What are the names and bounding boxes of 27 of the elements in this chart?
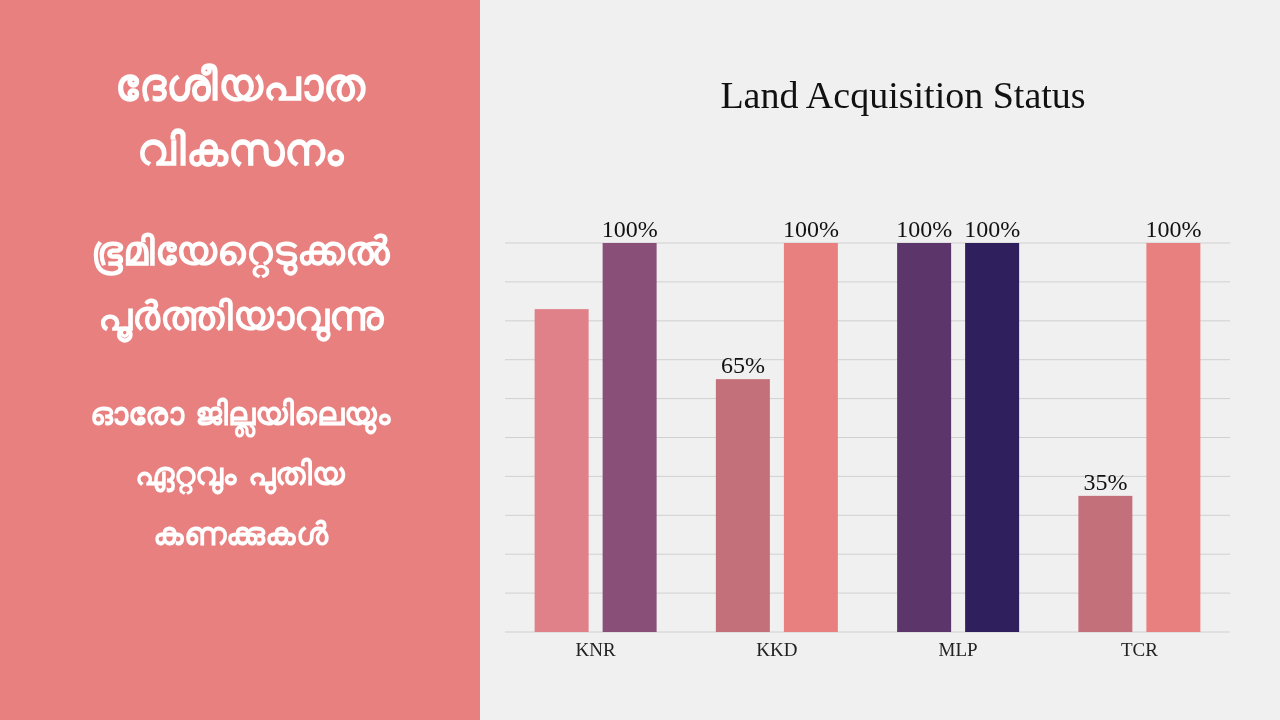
- data-label: 100%: [964, 216, 1021, 242]
- data-label: 100%: [1145, 216, 1202, 242]
- text: വികസനം: [137, 124, 345, 175]
- bar: [1146, 243, 1201, 632]
- bar: [783, 243, 838, 632]
- data-label: 100%: [896, 216, 953, 242]
- bar: [1078, 495, 1133, 632]
- data-label: 65%: [720, 352, 765, 379]
- bar: [602, 243, 657, 632]
- text: ഓരോ ജില്ലയിലെയും: [89, 395, 392, 438]
- bar: [715, 379, 770, 632]
- text: ഏറ്റവും പുതിയ: [135, 455, 346, 495]
- x-tick-label: KNR: [575, 639, 616, 660]
- text: ഭൂമിയേറ്റെടുക്കൽ: [90, 228, 391, 279]
- chart-title: Land Acquisition Status: [720, 74, 1086, 116]
- bar: [534, 309, 589, 632]
- x-tick-label: MLP: [938, 639, 978, 660]
- data-label: 35%: [1083, 468, 1128, 495]
- text: ദേശീയപാത: [115, 59, 366, 110]
- bar: [897, 243, 952, 632]
- bar: [965, 243, 1020, 632]
- text: പൂർത്തിയാവുന്നു: [97, 293, 385, 343]
- x-tick-label: TCR: [1120, 639, 1159, 660]
- text: കണക്കുകൾ: [152, 515, 329, 553]
- data-label: 100%: [601, 216, 658, 242]
- x-tick-label: KKD: [756, 639, 798, 660]
- data-label: 100%: [782, 216, 839, 242]
